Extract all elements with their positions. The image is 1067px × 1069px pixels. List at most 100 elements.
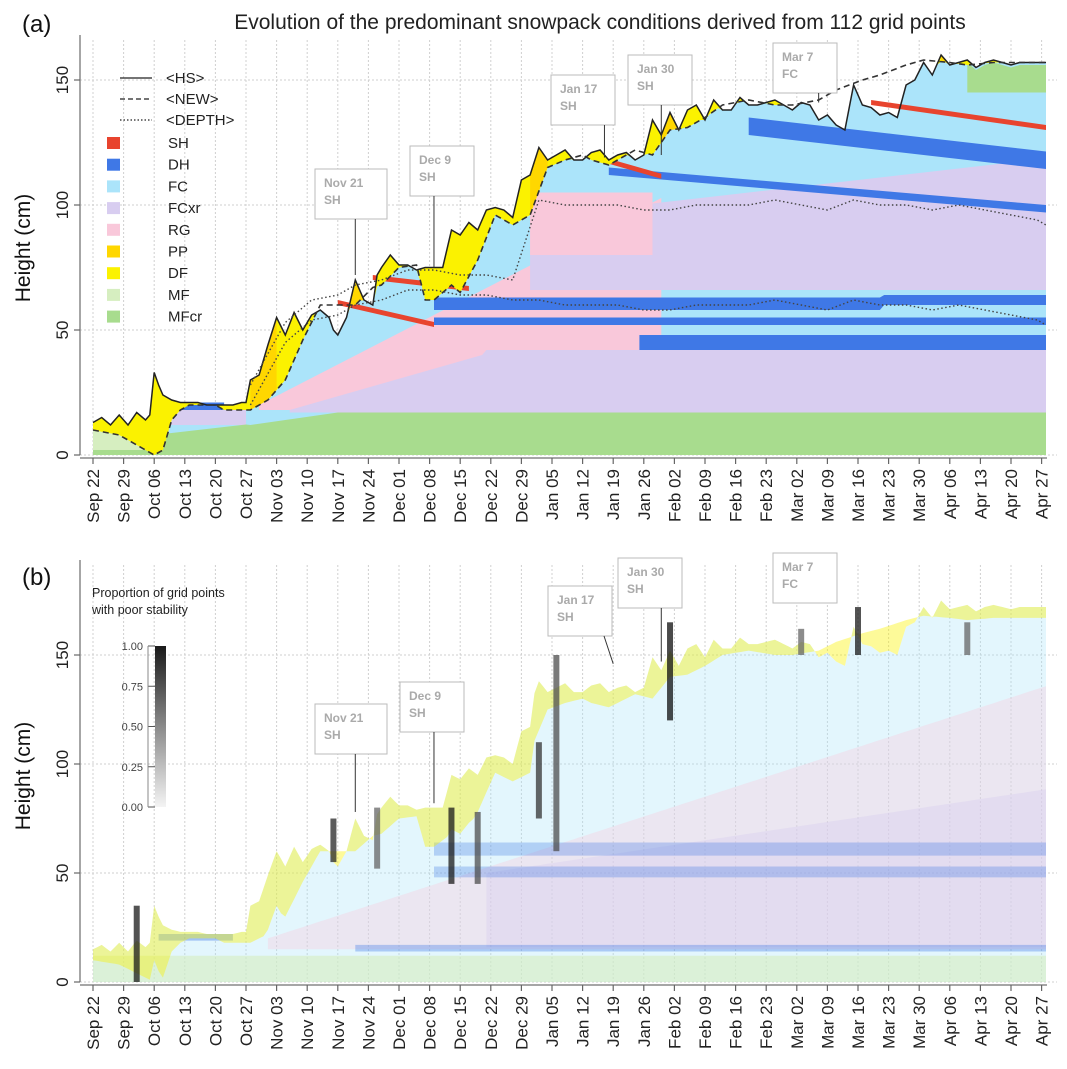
annotation-date: Jan 17 bbox=[557, 593, 595, 607]
legend-swatch-mf bbox=[107, 288, 120, 301]
y-axis-label-a: Height (cm) bbox=[12, 194, 35, 303]
legend-label-fc: FC bbox=[168, 178, 188, 195]
figure-title: Evolution of the predominant snowpack co… bbox=[234, 11, 966, 34]
layer-dh-upper bbox=[608, 167, 1046, 213]
line-depth bbox=[249, 289, 1047, 406]
y-tick-label: 0 bbox=[53, 450, 72, 459]
x-tick-label: Apr 20 bbox=[1002, 469, 1021, 519]
layer-fcxr-mid bbox=[530, 158, 1046, 290]
b-layer-fcxr bbox=[486, 789, 1046, 948]
x-tick-label: Dec 08 bbox=[421, 469, 440, 523]
layer-dh-bottom bbox=[639, 335, 1046, 350]
x-tick-label: Mar 16 bbox=[849, 996, 868, 1049]
x-tick-label: Feb 16 bbox=[727, 996, 746, 1049]
x-tick-label: Jan 05 bbox=[543, 996, 562, 1047]
annotation-grain: SH bbox=[419, 170, 436, 184]
annotations-a: Nov 21 SH Dec 9 SH Jan 17 SH Jan 30 SH Mar 7 FC bbox=[314, 42, 838, 275]
x-tick-label: Sep 22 bbox=[84, 469, 103, 523]
x-tick-label: Feb 23 bbox=[757, 996, 776, 1049]
layer-mfcr-spring bbox=[967, 62, 1046, 93]
annotation-dec-9: Dec 9 SH bbox=[409, 145, 475, 268]
y-tick-label: 150 bbox=[53, 66, 72, 94]
b-layer-dh-base bbox=[355, 944, 1046, 952]
legend-label-sh: SH bbox=[168, 135, 189, 152]
annotation-date: Mar 7 bbox=[782, 50, 814, 64]
x-tick-label: Dec 22 bbox=[482, 469, 501, 523]
layer-sh-nov bbox=[337, 300, 434, 327]
layer-rg-jan bbox=[530, 192, 653, 255]
instability-mark bbox=[798, 628, 805, 655]
y-tick-label: 0 bbox=[53, 977, 72, 986]
colorbar-tick-label: 0.00 bbox=[122, 802, 143, 814]
x-tick-label: Jan 12 bbox=[574, 469, 593, 520]
annotation-box bbox=[772, 42, 838, 94]
x-tick-label: Feb 02 bbox=[665, 996, 684, 1049]
legend-swatch-mfcr bbox=[107, 310, 120, 323]
x-tick-label: Nov 10 bbox=[298, 996, 317, 1050]
b-layer-rg bbox=[267, 686, 1046, 950]
annotation-grain: SH bbox=[557, 610, 574, 624]
annotation-jan-17: Jan 17 SH bbox=[547, 585, 614, 664]
legend-swatch-pp bbox=[107, 245, 120, 258]
axes-a: 0 50 100 150 Sep 22 Sep 29 Oct 06 Oct 13 Oct 20 O… bbox=[53, 35, 1052, 523]
x-tick-label: Mar 02 bbox=[788, 469, 807, 522]
annotation-box bbox=[617, 557, 683, 609]
x-tick-label: Nov 17 bbox=[329, 996, 348, 1050]
colorbar-ticks: 1.00 0.75 0.50 0.25 0.00 bbox=[122, 641, 155, 814]
line-depth-upper bbox=[249, 199, 1047, 386]
y-axis-label-b: Height (cm) bbox=[12, 722, 35, 831]
axes-b: 0 50 100 150 Sep 22 Sep 29 Oct 06 Oct 13 Oct 20 O… bbox=[53, 560, 1052, 1050]
x-tick-label: Apr 13 bbox=[971, 469, 990, 519]
b-layer-dh-60 bbox=[434, 842, 1046, 856]
x-tick-label: Oct 06 bbox=[145, 996, 164, 1046]
annotation-box bbox=[314, 168, 388, 220]
x-tick-label: Mar 30 bbox=[910, 469, 929, 522]
colorbar-tick-label: 1.00 bbox=[122, 641, 143, 653]
panel-b: 0 50 100 150 Sep 22 Sep 29 Oct 06 Oct 13 Oct 20 O… bbox=[12, 552, 1057, 1050]
layer-dh-mid bbox=[434, 295, 1046, 310]
x-tick-label: Jan 12 bbox=[574, 996, 593, 1047]
line-hs bbox=[92, 53, 1046, 427]
annotation-date: Dec 9 bbox=[409, 689, 441, 703]
x-tick-label: Dec 29 bbox=[512, 469, 531, 523]
annotation-grain: SH bbox=[560, 99, 577, 113]
layer-pp bbox=[530, 147, 548, 215]
legend-line-label: <DEPTH> bbox=[166, 112, 235, 129]
x-tick-label: Oct 20 bbox=[206, 469, 225, 519]
colorbar-legend: Proportion of grid points with poor stab… bbox=[91, 586, 225, 814]
x-tick-label: Nov 24 bbox=[359, 996, 378, 1050]
annotation-mar-7: Mar 7 FC bbox=[772, 552, 838, 604]
x-tick-label: Mar 23 bbox=[880, 996, 899, 1049]
x-tick-label: Dec 15 bbox=[451, 996, 470, 1050]
annotations-b: Nov 21 SH Dec 9 SH Jan 17 SH Jan 30 SH Mar 7 FC bbox=[314, 552, 838, 812]
x-tick-label: Sep 29 bbox=[115, 469, 134, 523]
x-tick-label: Nov 03 bbox=[268, 996, 287, 1050]
legend-label-rg: RG bbox=[168, 222, 191, 239]
x-tick-label: Apr 27 bbox=[1033, 469, 1052, 519]
annotation-grain: SH bbox=[324, 728, 341, 742]
legend-label-df: DF bbox=[168, 265, 188, 282]
annotation-date: Jan 30 bbox=[627, 565, 665, 579]
layer-pp bbox=[346, 280, 373, 318]
x-tick-label: Feb 16 bbox=[727, 469, 746, 522]
annotation-grain: FC bbox=[782, 67, 798, 81]
x-tick-label: Dec 01 bbox=[390, 996, 409, 1050]
line-new bbox=[92, 59, 1046, 455]
instability-mark bbox=[330, 818, 337, 863]
x-tick-label: Mar 09 bbox=[818, 996, 837, 1049]
x-tick-label: Feb 09 bbox=[696, 996, 715, 1049]
x-tick-label: Oct 27 bbox=[237, 996, 256, 1046]
x-tick-label: Mar 16 bbox=[849, 469, 868, 522]
x-tick-label: Jan 26 bbox=[635, 469, 654, 520]
panel-b-label: (b) bbox=[22, 564, 51, 591]
instability-mark bbox=[667, 622, 674, 721]
colorbar-gradient bbox=[155, 646, 166, 807]
x-tick-label: Jan 19 bbox=[604, 996, 623, 1047]
annotation-box bbox=[627, 54, 693, 106]
b-layer-mf bbox=[93, 955, 1046, 982]
x-tick-label: Feb 02 bbox=[665, 469, 684, 522]
x-tick-label: Mar 02 bbox=[788, 996, 807, 1049]
x-tick-label: Apr 27 bbox=[1033, 996, 1052, 1046]
annotation-jan-17: Jan 17 SH bbox=[550, 74, 616, 158]
